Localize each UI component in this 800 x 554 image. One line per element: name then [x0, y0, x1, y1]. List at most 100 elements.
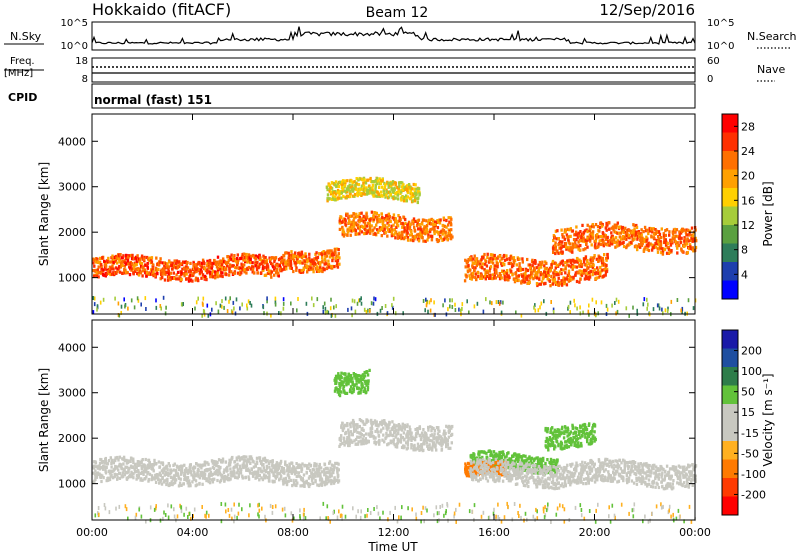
echo-cell	[374, 429, 377, 433]
echo-cell	[348, 377, 351, 382]
echo-cell	[598, 225, 602, 229]
clutter-cell	[550, 300, 552, 304]
echo-cell	[207, 462, 210, 466]
echo-cell	[637, 230, 640, 234]
clutter-cell	[249, 301, 251, 305]
echo-cell	[313, 261, 317, 265]
clutter-cell	[278, 311, 280, 315]
echo-cell	[666, 241, 669, 245]
echo-cell	[467, 270, 470, 274]
clutter-cell	[515, 310, 517, 315]
echo-cell	[371, 186, 374, 190]
echo-cell	[588, 225, 592, 229]
echo-cell	[528, 280, 531, 285]
echo-cell	[577, 245, 580, 249]
echo-cell	[583, 229, 587, 233]
echo-cell	[365, 192, 369, 196]
echo-cell	[641, 241, 644, 245]
echo-cell	[594, 223, 598, 227]
echo-cell	[185, 267, 188, 271]
echo-cell	[241, 465, 244, 469]
echo-cell	[439, 218, 442, 222]
echo-cell	[219, 267, 222, 271]
echo-cell	[472, 454, 476, 458]
echo-cell	[523, 459, 526, 463]
echo-cell	[615, 223, 618, 227]
echo-cell	[307, 259, 310, 263]
echo-cell	[247, 475, 250, 479]
echo-cell	[214, 472, 218, 476]
clutter-cell	[449, 298, 451, 303]
echo-cell	[236, 253, 239, 257]
nsky-tick-bottom: 10^0	[61, 41, 88, 52]
echo-cell	[402, 199, 406, 203]
echo-cell	[530, 260, 534, 264]
echo-cell	[346, 189, 349, 194]
echo-cell	[378, 228, 381, 232]
echo-cell	[416, 427, 419, 431]
echo-cell	[284, 462, 287, 466]
echo-cell	[167, 462, 170, 466]
echo-cell	[405, 226, 409, 230]
echo-cell	[289, 478, 292, 482]
echo-cell	[387, 185, 390, 189]
clutter-cell	[351, 298, 354, 303]
echo-cell	[183, 272, 186, 276]
echo-cell	[240, 268, 244, 272]
echo-cell	[467, 263, 470, 268]
echo-cell	[118, 260, 121, 264]
echo-cell	[198, 271, 202, 275]
echo-cell	[285, 463, 288, 468]
echo-cell	[380, 185, 384, 189]
echo-cell	[157, 477, 160, 482]
echo-cell	[185, 265, 188, 269]
echo-cell	[209, 467, 212, 471]
echo-cell	[324, 259, 327, 263]
echo-cell	[120, 467, 124, 471]
echo-cell	[336, 390, 339, 394]
echo-cell	[339, 221, 342, 225]
echo-cell	[538, 260, 542, 265]
echo-cell	[96, 260, 99, 264]
echo-cell	[484, 262, 487, 266]
echo-cell	[361, 439, 365, 443]
echo-cell	[296, 257, 299, 261]
echo-cell	[143, 467, 146, 471]
echo-cell	[647, 248, 651, 253]
echo-cell	[112, 476, 115, 480]
echo-cell	[145, 263, 149, 267]
echo-cell	[342, 426, 346, 430]
echo-cell	[387, 434, 390, 438]
echo-cell	[305, 481, 308, 485]
echo-cell	[392, 197, 395, 201]
echo-cell	[527, 281, 530, 285]
echo-cell	[145, 469, 148, 473]
echo-cell	[571, 229, 574, 233]
echo-cell	[687, 247, 691, 251]
echo-cell	[163, 479, 166, 483]
echo-cell	[395, 442, 399, 446]
echo-cell	[511, 263, 514, 267]
echo-cell	[94, 472, 97, 476]
colorbar-tick-label: 4	[741, 268, 748, 281]
echo-cell	[322, 250, 325, 254]
echo-cell	[221, 271, 224, 275]
echo-cell	[137, 470, 140, 474]
echo-cell	[604, 273, 607, 277]
echo-cell	[114, 254, 118, 259]
echo-cell	[163, 266, 166, 271]
echo-cell	[635, 223, 638, 228]
echo-cell	[408, 432, 411, 436]
echo-cell	[517, 458, 520, 462]
echo-cell	[341, 187, 345, 191]
echo-cell	[351, 180, 354, 185]
echo-cell	[521, 260, 524, 264]
echo-cell	[604, 235, 607, 239]
echo-cell	[489, 265, 493, 269]
echo-cell	[429, 446, 433, 450]
echo-cell	[614, 245, 617, 249]
echo-cell	[416, 431, 419, 435]
echo-cell	[373, 191, 376, 195]
echo-cell	[369, 218, 372, 222]
echo-cell	[146, 261, 149, 266]
